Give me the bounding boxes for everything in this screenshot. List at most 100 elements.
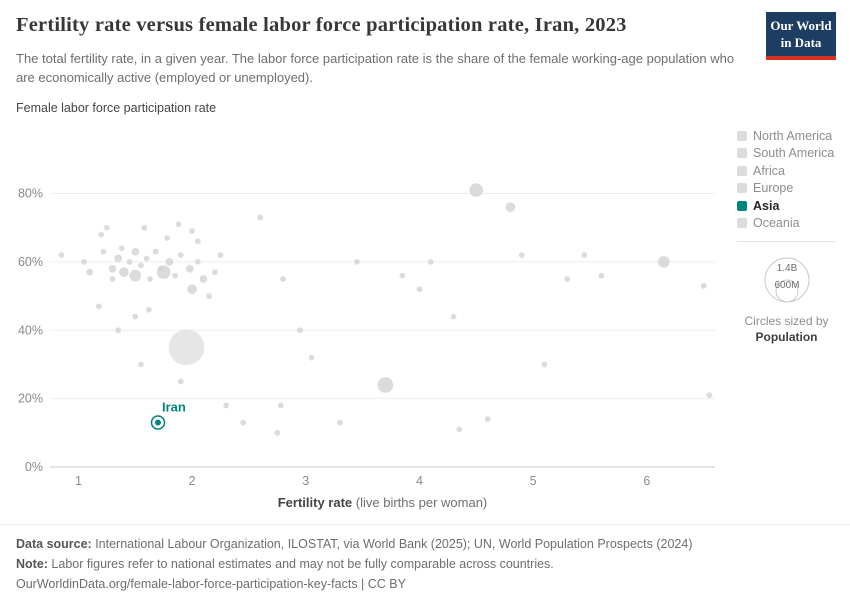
data-point[interactable] bbox=[177, 378, 184, 385]
y-tick-label: 0% bbox=[25, 460, 43, 474]
data-point[interactable] bbox=[118, 244, 125, 252]
data-point[interactable] bbox=[563, 275, 571, 283]
data-point[interactable] bbox=[108, 264, 117, 273]
data-point[interactable] bbox=[95, 303, 103, 310]
note-line: Note: Labor figures refer to national es… bbox=[16, 554, 834, 574]
size-legend-caption-bold: Population bbox=[755, 330, 818, 345]
data-point[interactable] bbox=[171, 272, 179, 279]
x-axis-label: Fertility rate (live births per woman) bbox=[50, 495, 715, 510]
data-point[interactable] bbox=[706, 391, 713, 399]
data-point[interactable] bbox=[97, 231, 105, 238]
data-point[interactable] bbox=[137, 262, 145, 269]
data-point[interactable] bbox=[177, 251, 184, 259]
data-point[interactable] bbox=[518, 251, 526, 259]
data-point[interactable] bbox=[156, 264, 171, 280]
data-point[interactable] bbox=[274, 429, 281, 437]
data-point[interactable] bbox=[277, 402, 285, 409]
legend-item-label: North America bbox=[753, 128, 833, 143]
legend-swatch bbox=[737, 218, 747, 229]
data-point[interactable] bbox=[296, 327, 304, 334]
legend-item-oceania[interactable]: Oceania bbox=[737, 215, 836, 233]
size-legend-inner-label: 600M bbox=[774, 280, 799, 291]
data-point[interactable] bbox=[126, 258, 133, 266]
data-point[interactable] bbox=[541, 361, 548, 368]
legend-item-asia[interactable]: Asia bbox=[737, 197, 836, 215]
data-point[interactable] bbox=[484, 415, 491, 423]
data-point[interactable] bbox=[86, 268, 94, 276]
data-point[interactable] bbox=[132, 313, 139, 320]
data-point[interactable] bbox=[152, 248, 159, 255]
data-point[interactable] bbox=[205, 292, 213, 300]
data-point[interactable] bbox=[598, 272, 605, 279]
legend-item-europe[interactable]: Europe bbox=[737, 180, 836, 198]
data-point[interactable] bbox=[109, 275, 116, 283]
data-point[interactable] bbox=[211, 268, 219, 276]
note-label: Note: bbox=[16, 557, 48, 571]
data-point[interactable] bbox=[279, 275, 287, 283]
data-point[interactable] bbox=[100, 248, 107, 255]
legend-item-label: Oceania bbox=[753, 216, 800, 231]
data-point[interactable] bbox=[657, 255, 671, 269]
highlight-point[interactable] bbox=[154, 419, 161, 426]
data-point[interactable] bbox=[455, 426, 463, 433]
data-point[interactable] bbox=[377, 376, 394, 394]
data-point[interactable] bbox=[118, 266, 130, 278]
data-point[interactable] bbox=[353, 258, 361, 266]
data-point[interactable] bbox=[137, 361, 145, 368]
legend-panel: North America South America Africa Europe As… bbox=[737, 127, 836, 345]
data-point[interactable] bbox=[217, 251, 224, 259]
owid-logo[interactable]: Our World in Data bbox=[766, 12, 836, 60]
data-point[interactable] bbox=[336, 419, 344, 426]
legend-item-south-america[interactable]: South America bbox=[737, 145, 836, 163]
data-point[interactable] bbox=[427, 258, 435, 266]
data-point[interactable] bbox=[581, 251, 588, 259]
data-point[interactable] bbox=[131, 247, 140, 256]
data-point[interactable] bbox=[199, 274, 208, 284]
data-point[interactable] bbox=[129, 269, 142, 282]
data-point[interactable] bbox=[145, 306, 153, 314]
data-point[interactable] bbox=[186, 283, 198, 295]
data-point[interactable] bbox=[143, 255, 150, 262]
data-point[interactable] bbox=[168, 329, 205, 366]
owid-url-link[interactable]: OurWorldinData.org/female-labor-force-pa… bbox=[16, 577, 358, 591]
data-point[interactable] bbox=[185, 264, 195, 273]
note-text: Labor figures refer to national estimate… bbox=[47, 557, 554, 571]
data-point[interactable] bbox=[80, 258, 88, 266]
data-point[interactable] bbox=[450, 313, 457, 320]
legend-item-africa[interactable]: Africa bbox=[737, 162, 836, 180]
data-point[interactable] bbox=[194, 258, 202, 266]
data-point[interactable] bbox=[175, 221, 182, 228]
x-tick-label: 1 bbox=[75, 474, 82, 488]
legend-list: North America South America Africa Europe As… bbox=[737, 127, 836, 232]
data-point[interactable] bbox=[399, 272, 406, 279]
citation-line: OurWorldinData.org/female-labor-force-pa… bbox=[16, 574, 834, 594]
data-point[interactable] bbox=[165, 257, 174, 267]
data-point[interactable] bbox=[114, 327, 122, 334]
data-point[interactable] bbox=[163, 234, 171, 242]
x-tick-label: 5 bbox=[530, 474, 537, 488]
data-point[interactable] bbox=[222, 402, 230, 409]
data-point[interactable] bbox=[239, 419, 247, 426]
y-tick-label: 40% bbox=[18, 323, 43, 337]
data-point[interactable] bbox=[58, 251, 65, 259]
legend-item-north-america[interactable]: North America bbox=[737, 127, 836, 145]
legend-item-label: Africa bbox=[753, 163, 785, 178]
data-point[interactable] bbox=[188, 227, 196, 235]
highlight-ring[interactable] bbox=[150, 415, 166, 430]
data-point[interactable] bbox=[505, 201, 516, 213]
data-point[interactable] bbox=[469, 182, 484, 198]
data-point[interactable] bbox=[194, 238, 202, 245]
data-point[interactable] bbox=[146, 275, 154, 283]
scatter-plot[interactable]: 0% 20% 40% 60% 80% 1 2 3 4 5 6 Iran bbox=[10, 118, 725, 496]
data-point[interactable] bbox=[113, 254, 123, 263]
size-legend-caption: Circles sized by bbox=[744, 314, 829, 328]
data-point[interactable] bbox=[308, 354, 315, 361]
data-point[interactable] bbox=[700, 282, 707, 290]
x-tick-label: 3 bbox=[302, 474, 309, 488]
data-point[interactable] bbox=[141, 224, 148, 231]
data-point[interactable] bbox=[416, 285, 423, 293]
data-point[interactable] bbox=[257, 214, 264, 221]
owid-logo-line2: in Data bbox=[780, 34, 822, 50]
data-point[interactable] bbox=[103, 224, 111, 231]
